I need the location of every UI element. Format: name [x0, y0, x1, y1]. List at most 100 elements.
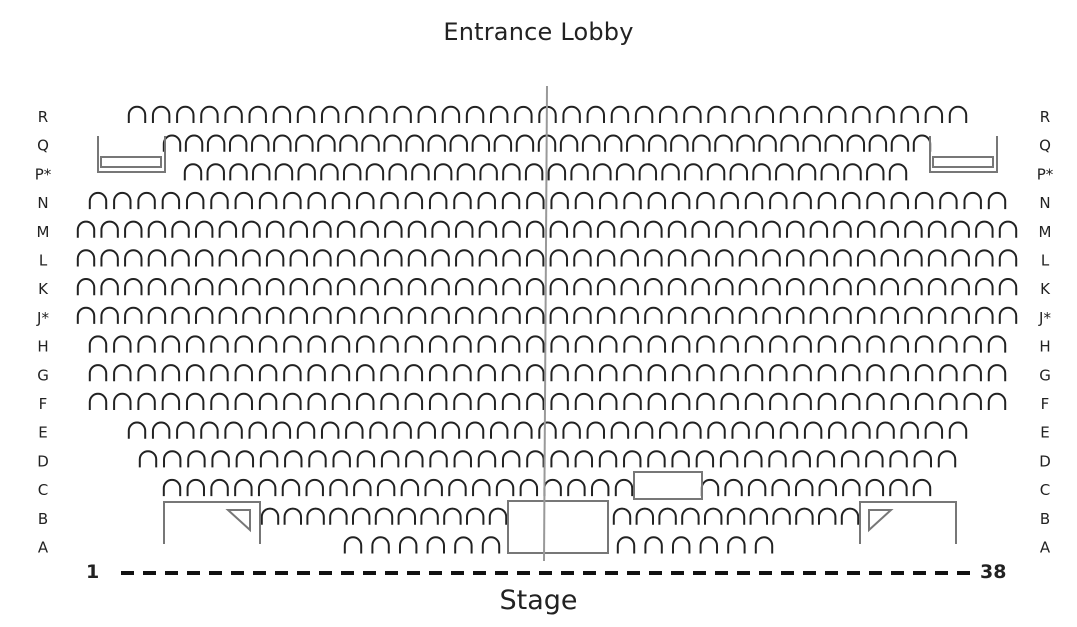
seat[interactable]: [574, 392, 594, 410]
seat[interactable]: [914, 335, 934, 353]
seat[interactable]: [431, 220, 450, 238]
seat[interactable]: [762, 220, 781, 238]
seat[interactable]: [252, 163, 271, 181]
seat[interactable]: [951, 249, 970, 267]
seat[interactable]: [124, 249, 143, 267]
seat[interactable]: [599, 191, 618, 210]
seat[interactable]: [700, 478, 720, 497]
seat[interactable]: [818, 507, 837, 525]
seat[interactable]: [428, 335, 448, 353]
seat[interactable]: [127, 105, 147, 123]
seat[interactable]: [411, 163, 430, 181]
seat[interactable]: [242, 278, 261, 296]
seat[interactable]: [726, 507, 746, 525]
seat[interactable]: [405, 134, 424, 152]
seat[interactable]: [620, 278, 639, 296]
seat[interactable]: [914, 392, 934, 410]
seat[interactable]: [471, 134, 491, 152]
seat[interactable]: [866, 364, 885, 382]
seat[interactable]: [644, 536, 663, 554]
seat[interactable]: [975, 278, 994, 296]
seat[interactable]: [313, 278, 332, 296]
seat[interactable]: [691, 220, 710, 238]
seat[interactable]: [593, 163, 612, 181]
seat[interactable]: [707, 105, 726, 123]
seat[interactable]: [802, 134, 821, 152]
seat[interactable]: [574, 335, 594, 353]
seat[interactable]: [647, 335, 667, 353]
seat[interactable]: [647, 364, 667, 382]
seat[interactable]: [210, 364, 229, 382]
seat[interactable]: [404, 191, 424, 210]
seat[interactable]: [939, 335, 958, 353]
seat[interactable]: [696, 191, 715, 210]
seat[interactable]: [779, 105, 799, 123]
seat[interactable]: [793, 392, 812, 410]
seat[interactable]: [549, 249, 569, 267]
seat[interactable]: [793, 364, 812, 382]
seat[interactable]: [913, 450, 932, 468]
seat[interactable]: [880, 220, 899, 238]
seat[interactable]: [259, 450, 279, 468]
seat[interactable]: [696, 364, 715, 382]
seat[interactable]: [738, 249, 758, 267]
seat[interactable]: [448, 478, 467, 497]
seat[interactable]: [453, 191, 472, 210]
seat[interactable]: [635, 507, 654, 525]
seat[interactable]: [501, 392, 521, 410]
seat[interactable]: [308, 450, 327, 468]
seat[interactable]: [567, 478, 586, 497]
seat[interactable]: [538, 421, 557, 439]
seat[interactable]: [744, 450, 763, 468]
seat[interactable]: [426, 536, 445, 554]
seat[interactable]: [987, 191, 1007, 210]
seat[interactable]: [420, 507, 439, 525]
seat[interactable]: [525, 249, 545, 267]
seat[interactable]: [661, 163, 680, 181]
seat[interactable]: [667, 278, 687, 296]
seat[interactable]: [715, 220, 734, 238]
seat[interactable]: [405, 450, 424, 468]
seat[interactable]: [76, 278, 96, 296]
seat[interactable]: [696, 392, 715, 410]
seat[interactable]: [137, 335, 156, 353]
seat[interactable]: [176, 105, 195, 123]
seat[interactable]: [453, 364, 472, 382]
seat[interactable]: [610, 421, 630, 439]
seat[interactable]: [769, 364, 788, 382]
seat[interactable]: [573, 306, 592, 324]
seat[interactable]: [998, 306, 1018, 324]
seat[interactable]: [307, 392, 326, 410]
seat[interactable]: [228, 134, 248, 152]
seat[interactable]: [987, 392, 1007, 410]
seat[interactable]: [477, 392, 496, 410]
seat[interactable]: [809, 278, 829, 296]
seat[interactable]: [924, 421, 944, 439]
seat[interactable]: [384, 249, 403, 267]
seat[interactable]: [365, 163, 385, 181]
seat[interactable]: [356, 450, 376, 468]
seat[interactable]: [754, 536, 774, 554]
seat[interactable]: [234, 364, 253, 382]
seat[interactable]: [224, 421, 243, 439]
seat[interactable]: [296, 105, 316, 123]
seat[interactable]: [417, 105, 436, 123]
seat[interactable]: [550, 335, 569, 353]
seat[interactable]: [549, 220, 569, 238]
seat[interactable]: [176, 421, 195, 439]
seat[interactable]: [667, 249, 687, 267]
seat[interactable]: [235, 450, 255, 468]
seat[interactable]: [842, 392, 861, 410]
seat[interactable]: [113, 335, 132, 353]
seat[interactable]: [526, 392, 545, 410]
seat[interactable]: [465, 421, 485, 439]
seat[interactable]: [749, 507, 768, 525]
seat[interactable]: [715, 306, 734, 324]
seat[interactable]: [501, 450, 521, 468]
seat[interactable]: [113, 191, 132, 210]
seat[interactable]: [724, 478, 743, 497]
seat[interactable]: [399, 536, 418, 554]
seat[interactable]: [614, 478, 634, 497]
seat[interactable]: [550, 450, 569, 468]
seat[interactable]: [360, 220, 379, 238]
